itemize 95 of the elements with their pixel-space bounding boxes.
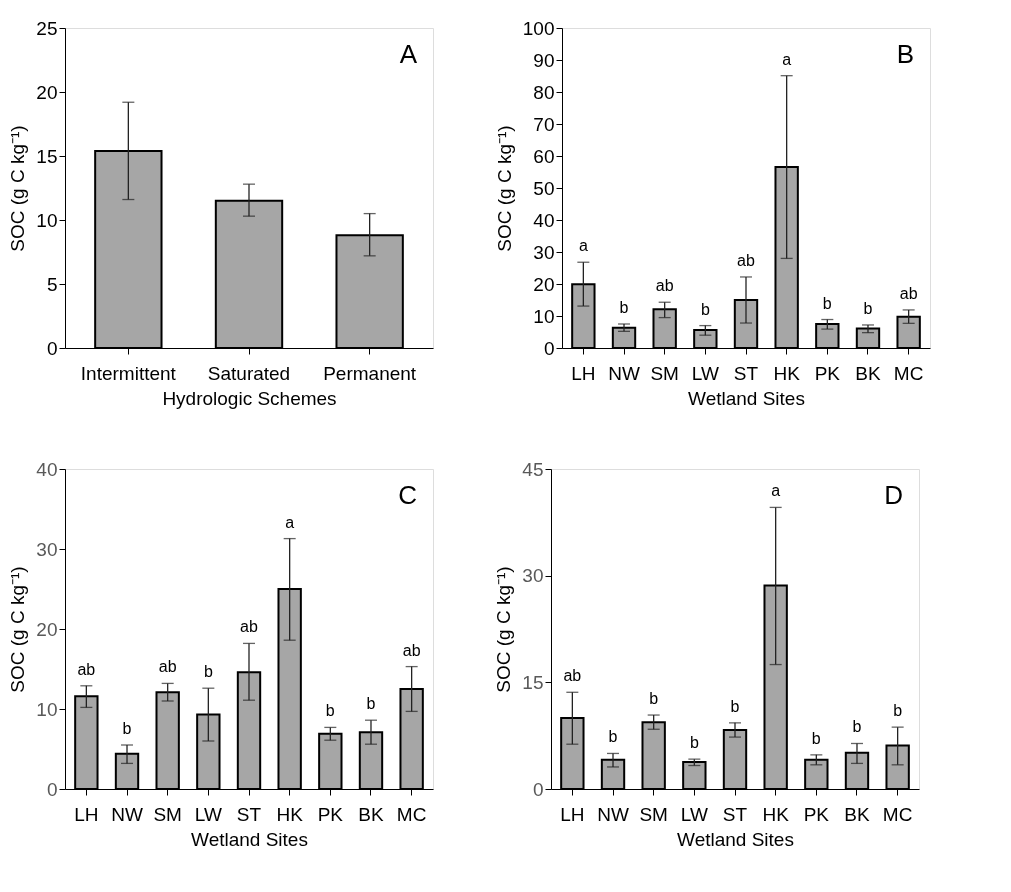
x-tick-label: BK xyxy=(358,803,384,825)
annotation: b xyxy=(608,728,618,746)
x-tick-label: SM xyxy=(153,803,182,825)
annotation: b xyxy=(689,734,699,752)
y-tick-label: 90 xyxy=(533,49,555,71)
y-tick-label: 10 xyxy=(533,305,555,327)
x-axis-title: Wetland Sites xyxy=(688,387,805,409)
annotation: b xyxy=(366,695,376,713)
y-tick-label: 40 xyxy=(533,209,555,231)
x-tick-label: NW xyxy=(111,803,143,825)
y-tick-label: 20 xyxy=(36,81,58,103)
x-tick-label: BK xyxy=(855,362,881,384)
y-tick-label: 45 xyxy=(522,458,544,480)
annotation: b xyxy=(730,697,740,715)
x-tick-label: Permanent xyxy=(323,362,417,384)
annotation: a xyxy=(285,513,295,531)
x-tick-label: PK xyxy=(803,803,830,825)
x-tick-label: LW xyxy=(691,362,719,384)
annotation: a xyxy=(578,237,588,255)
y-tick-label: 30 xyxy=(522,565,544,587)
annotation: b xyxy=(863,299,873,317)
y-tick-label: 0 xyxy=(46,337,58,359)
x-tick-label: LW xyxy=(680,803,708,825)
y-tick-label: 70 xyxy=(533,113,555,135)
annotation: ab xyxy=(402,641,421,659)
x-tick-label: LH xyxy=(74,803,99,825)
x-tick-label: HK xyxy=(276,803,304,825)
x-tick-label: BK xyxy=(844,803,870,825)
y-tick-label: 100 xyxy=(522,17,555,39)
x-tick-label: PK xyxy=(814,362,841,384)
annotation: ab xyxy=(240,618,258,636)
annotation: b xyxy=(811,729,821,747)
y-tick-label: 5 xyxy=(46,273,58,295)
annotation: ab xyxy=(563,667,582,685)
x-axis-title: Wetland Sites xyxy=(677,828,794,850)
y-tick-label: 0 xyxy=(543,337,555,359)
y-axis-title: SOC (g C kg⁻¹) xyxy=(493,566,515,693)
annotation: ab xyxy=(737,251,755,269)
annotation: a xyxy=(782,50,792,68)
annotation: b xyxy=(122,720,132,737)
y-tick-label: 0 xyxy=(46,778,58,800)
y-tick-label: 20 xyxy=(36,618,58,640)
y-tick-label: 80 xyxy=(533,81,555,103)
y-tick-label: 15 xyxy=(522,671,544,693)
annotation: b xyxy=(852,718,862,736)
annotation: ab xyxy=(899,284,918,302)
x-tick-label: MC xyxy=(893,362,924,384)
chart-title: D xyxy=(884,480,903,510)
annotation: b xyxy=(203,663,213,681)
x-tick-label: LH xyxy=(560,803,585,825)
y-tick-label: 0 xyxy=(532,778,544,800)
x-tick-label: LW xyxy=(194,803,222,825)
x-tick-label: ST xyxy=(722,803,748,825)
x-axis-title: Wetland Sites xyxy=(191,828,308,850)
annotation: b xyxy=(700,300,710,318)
y-tick-label: 25 xyxy=(36,17,58,39)
y-tick-label: 30 xyxy=(533,241,555,263)
x-tick-label: PK xyxy=(317,803,344,825)
x-axis-title: Hydrologic Schemes xyxy=(162,387,337,409)
annotation: b xyxy=(893,702,903,720)
x-tick-label: Saturated xyxy=(207,362,291,384)
x-tick-label: HK xyxy=(773,362,801,384)
annotation: b xyxy=(649,690,659,708)
x-tick-label: ST xyxy=(733,362,759,384)
chart-title: C xyxy=(398,480,417,510)
annotation: ab xyxy=(77,660,96,678)
y-axis-title: SOC (g C kg⁻¹) xyxy=(7,566,29,693)
y-tick-label: 20 xyxy=(533,273,555,295)
annotation: b xyxy=(822,294,832,312)
x-tick-label: NW xyxy=(597,803,629,825)
x-tick-label: MC xyxy=(882,803,913,825)
y-tick-label: 15 xyxy=(36,145,58,167)
y-tick-label: 30 xyxy=(36,538,58,560)
y-tick-label: 10 xyxy=(36,209,58,231)
y-tick-label: 50 xyxy=(533,177,555,199)
annotation: b xyxy=(619,299,629,316)
annotation: ab xyxy=(158,658,177,676)
x-tick-label: SM xyxy=(639,803,668,825)
x-tick-label: MC xyxy=(396,803,427,825)
y-axis-title: SOC (g C kg⁻¹) xyxy=(7,125,29,252)
x-tick-label: NW xyxy=(608,362,640,384)
annotation: b xyxy=(325,702,335,720)
y-tick-label: 60 xyxy=(533,145,555,167)
x-tick-label: ST xyxy=(236,803,262,825)
x-tick-label: SM xyxy=(650,362,679,384)
y-tick-label: 10 xyxy=(36,698,58,720)
chart-title: B xyxy=(896,39,914,69)
chart-title: A xyxy=(399,39,418,69)
y-tick-label: 40 xyxy=(36,458,58,480)
x-tick-label: Intermittent xyxy=(80,362,177,384)
x-tick-label: LH xyxy=(571,362,596,384)
annotation: ab xyxy=(655,277,674,295)
annotation: a xyxy=(771,482,781,500)
y-axis-title: SOC (g C kg⁻¹) xyxy=(493,125,515,252)
x-tick-label: HK xyxy=(762,803,790,825)
